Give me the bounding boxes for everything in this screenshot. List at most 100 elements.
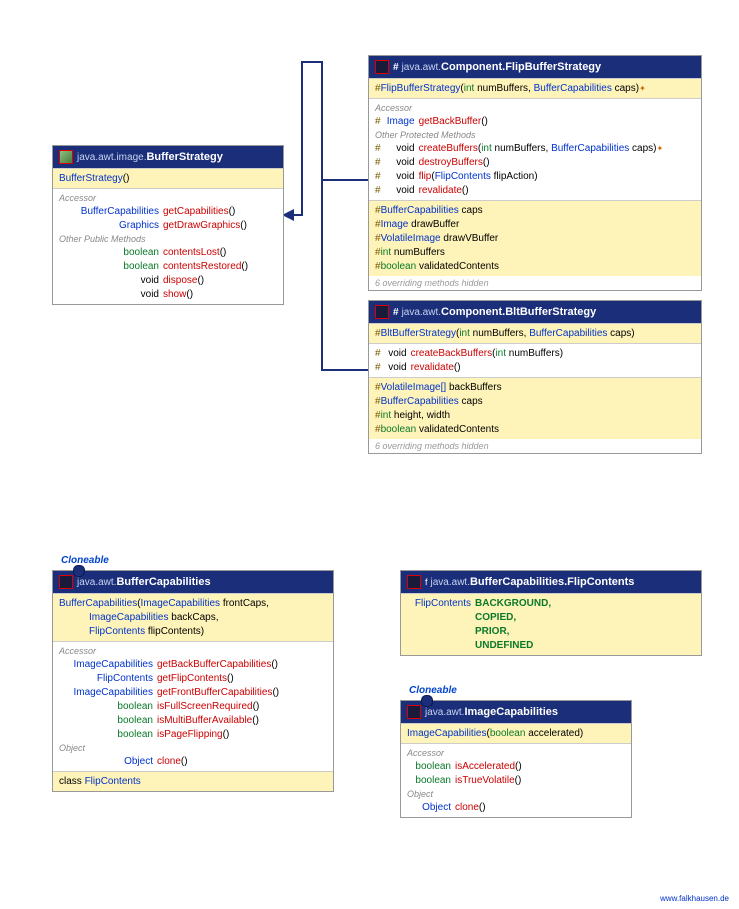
interface-tag: Cloneable	[409, 685, 457, 696]
method-name: getFlipContents	[157, 672, 227, 685]
field-name: caps	[462, 204, 483, 217]
hidden-note: 6 overriding methods hidden	[369, 439, 701, 453]
class-name: BufferCapabilities.FlipContents	[470, 576, 634, 588]
params: (boolean accelerated)	[487, 727, 584, 740]
field-name: caps	[462, 395, 483, 408]
method-name: clone	[157, 755, 181, 768]
class-name: Component.BltBufferStrategy	[441, 306, 596, 318]
class-name: BufferCapabilities	[116, 576, 210, 588]
params: (ImageCapabilities frontCaps,	[137, 597, 269, 610]
ctor-name: BufferCapabilities	[59, 597, 137, 610]
field-type: VolatileImage[]	[381, 381, 447, 394]
fields-section: #VolatileImage[] backBuffers #BufferCapa…	[369, 377, 701, 439]
protected-marker: #	[393, 62, 399, 73]
class-icon	[407, 705, 421, 719]
params: ()	[240, 219, 247, 232]
method-name: createBuffers	[419, 142, 478, 155]
inheritance-connectors	[282, 60, 372, 380]
field-type: Image	[381, 218, 409, 231]
inner-class: FlipContents	[85, 775, 141, 788]
class-icon	[407, 575, 421, 589]
field-name: validatedContents	[419, 423, 499, 436]
return-type: void	[381, 347, 411, 360]
class-name: Component.FlipBufferStrategy	[441, 61, 601, 73]
class-buffercapabilities: Cloneable java.awt. BufferCapabilities B…	[52, 570, 334, 792]
field-name: drawBuffer	[411, 218, 459, 231]
package-label: java.awt.	[425, 707, 464, 718]
enum-value: BACKGROUND,	[475, 597, 551, 610]
params: ImageCapabilities backCaps,	[89, 611, 219, 624]
method-name: createBackBuffers	[411, 347, 493, 360]
field-name: validatedContents	[419, 260, 499, 273]
return-type: Image	[381, 115, 419, 128]
final-marker: f	[425, 577, 428, 587]
method-name: isTrueVolatile	[455, 774, 515, 787]
method-name: isMultiBufferAvailable	[157, 714, 252, 727]
accessor-label: Accessor	[59, 193, 277, 203]
return-type: FlipContents	[59, 672, 157, 685]
enum-value: COPIED,	[475, 611, 516, 624]
ctor-name: BltBufferStrategy	[381, 327, 456, 340]
method-name: isPageFlipping	[157, 728, 223, 741]
accessor-label: Accessor	[59, 646, 327, 656]
method-name: getBackBufferCapabilities	[157, 658, 271, 671]
method-name: getBackBuffer	[419, 115, 482, 128]
return-type: void	[381, 361, 411, 374]
method-name: contentsRestored	[163, 260, 241, 273]
params: ()	[462, 184, 469, 197]
class-header: f java.awt. BufferCapabilities.FlipConte…	[401, 571, 701, 593]
params: (int numBuffers, BufferCapabilities caps…	[456, 327, 635, 340]
params: ()	[227, 672, 234, 685]
throws-icon: ✦	[657, 142, 664, 155]
field-name: backBuffers	[449, 381, 502, 394]
class-header: java.awt. BufferCapabilities	[53, 571, 333, 593]
return-type: boolean	[59, 728, 157, 741]
params: ()	[253, 700, 260, 713]
params: (int numBuffers)	[492, 347, 563, 360]
params: ()	[181, 755, 188, 768]
constructor-section: ImageCapabilities (boolean accelerated)	[401, 723, 631, 743]
class-header: java.awt. ImageCapabilities	[401, 701, 631, 723]
class-kw: class	[59, 775, 82, 788]
return-type: void	[381, 156, 419, 169]
ctor-name: BufferStrategy	[59, 172, 123, 185]
field-name: drawVBuffer	[443, 232, 498, 245]
method-name: show	[163, 288, 186, 301]
params: FlipContents flipContents)	[89, 625, 204, 638]
inner-section: class FlipContents	[53, 771, 333, 791]
field-type: boolean	[381, 260, 417, 273]
package-label: java.awt.	[77, 577, 116, 588]
methods-section: Accessor BufferCapabilitiesgetCapabiliti…	[53, 188, 283, 304]
class-flipbufferstrategy: # java.awt. Component.FlipBufferStrategy…	[368, 55, 702, 291]
method-name: isFullScreenRequired	[157, 700, 253, 713]
accessor-label: Accessor	[375, 103, 695, 113]
other-label: Other Protected Methods	[375, 130, 695, 140]
params: ()	[481, 115, 488, 128]
enum-value: UNDEFINED	[475, 639, 533, 652]
params: ()	[223, 728, 230, 741]
constructor-section: #FlipBufferStrategy (int numBuffers, Buf…	[369, 78, 701, 98]
protected-marker: #	[393, 307, 399, 318]
fields-section: #BufferCapabilities caps #Image drawBuff…	[369, 200, 701, 276]
class-imagecapabilities: Cloneable java.awt. ImageCapabilities Im…	[400, 700, 632, 818]
package-label: java.awt.	[402, 307, 441, 318]
enum-section: FlipContentsBACKGROUND, COPIED, PRIOR, U…	[401, 593, 701, 655]
method-name: revalidate	[419, 184, 462, 197]
return-type: void	[59, 288, 163, 301]
method-name: flip	[419, 170, 432, 183]
method-name: destroyBuffers	[419, 156, 483, 169]
method-name: revalidate	[411, 361, 454, 374]
footer: www.falkhausen.de	[660, 894, 729, 903]
params: ()	[252, 714, 259, 727]
params: (int numBuffers, BufferCapabilities caps…	[478, 142, 657, 155]
methods-section: Accessor #ImagegetBackBuffer () Other Pr…	[369, 98, 701, 200]
return-type: void	[381, 184, 419, 197]
class-header: # java.awt. Component.BltBufferStrategy	[369, 301, 701, 323]
class-icon	[375, 60, 389, 74]
params: ()	[483, 156, 490, 169]
return-type: boolean	[59, 714, 157, 727]
package-label: java.awt.image.	[77, 152, 146, 163]
hidden-note: 6 overriding methods hidden	[369, 276, 701, 290]
field-type: boolean	[381, 423, 417, 436]
field-type: int	[381, 409, 392, 422]
